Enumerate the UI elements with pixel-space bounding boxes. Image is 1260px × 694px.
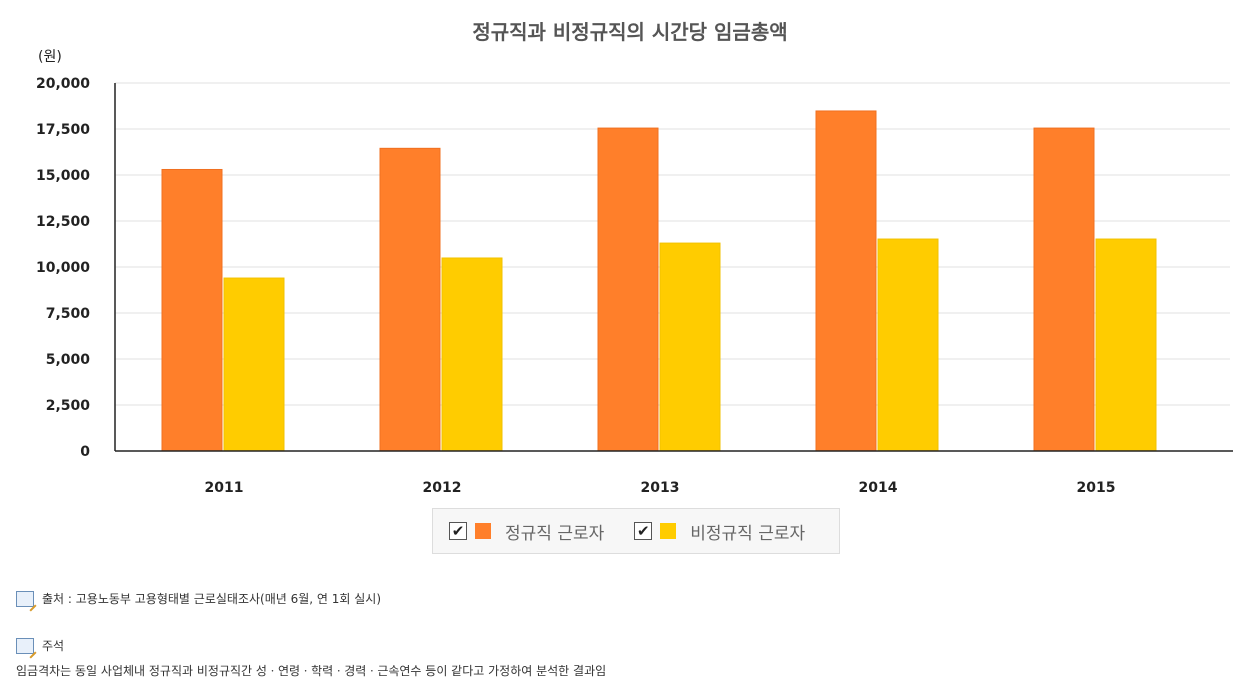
legend-item-regular[interactable]: ✔ 정규직 근로자 [449, 519, 604, 544]
bar-regular [1033, 127, 1095, 452]
y-tick-label: 15,000 [36, 168, 90, 184]
x-tick-label: 2013 [641, 480, 680, 496]
y-tick-label: 5,000 [46, 352, 91, 368]
chart-title: 정규직과 비정규직의 시간당 임금총액 [472, 20, 788, 44]
bar-nonregular [877, 238, 939, 452]
legend-label: 정규직 근로자 [505, 523, 605, 544]
x-tick-label: 2012 [423, 480, 462, 496]
x-tick-label: 2014 [859, 480, 898, 496]
note-text: 임금격차는 동일 사업체내 정규직과 비정규직간 성ㆍ연령ㆍ학력ㆍ경력ㆍ근속연수… [16, 664, 607, 678]
book-icon [16, 637, 34, 654]
note-heading: 주석 [16, 637, 64, 654]
bar-chart: 0 2,500 5,000 7,500 10,000 12,500 15,000 17,500… [36, 76, 1233, 496]
x-tick-label: 2011 [205, 480, 244, 496]
source-note: 출처 : 고용노동부 고용형태별 근로실태조사(매년 6월, 연 1회 실시) [16, 590, 381, 607]
bar-nonregular [223, 277, 285, 452]
legend-label: 비정규직 근로자 [690, 523, 806, 544]
y-tick-label: 20,000 [36, 76, 90, 92]
y-tick-label: 2,500 [46, 398, 91, 414]
y-axis-unit: (원) [38, 49, 62, 65]
bar-regular [161, 168, 223, 452]
note-label: 주석 [42, 639, 65, 653]
legend-item-nonregular[interactable]: ✔ 비정규직 근로자 [634, 519, 805, 544]
bar-nonregular [441, 257, 503, 452]
y-tick-label: 10,000 [36, 260, 90, 276]
y-tick-label: 17,500 [36, 122, 90, 138]
legend: ✔ 정규직 근로자 ✔ 비정규직 근로자 [432, 508, 840, 554]
bar-nonregular [659, 242, 721, 452]
legend-swatch [475, 523, 491, 539]
checkbox-icon[interactable]: ✔ [449, 522, 467, 540]
y-tick-label: 7,500 [46, 306, 91, 322]
bar-nonregular [1095, 238, 1157, 452]
x-tick-label: 2015 [1077, 480, 1116, 496]
y-tick-label: 0 [80, 444, 90, 460]
bar-regular [379, 147, 441, 452]
y-tick-label: 12,500 [36, 214, 90, 230]
checkbox-icon[interactable]: ✔ [634, 522, 653, 540]
book-icon [16, 590, 34, 607]
bar-regular [815, 110, 877, 452]
bar-regular [597, 127, 659, 452]
legend-swatch [660, 523, 677, 539]
source-text: 출처 : 고용노동부 고용형태별 근로실태조사(매년 6월, 연 1회 실시) [42, 592, 382, 606]
